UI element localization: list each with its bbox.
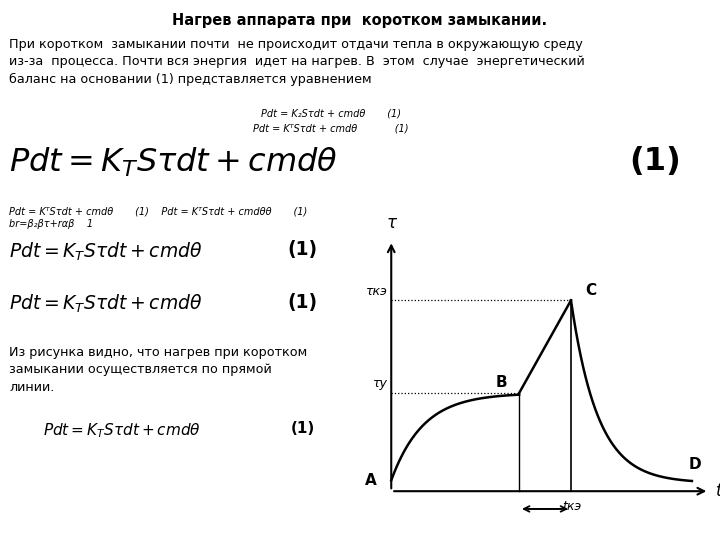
Text: При коротком  замыкании почти  не происходит отдачи тепла в окружающую среду
из-: При коротком замыкании почти не происход… (9, 38, 585, 86)
Text: Pdt = KᵀSτdt + cmdθ       (1)    Pdt = KᵀSτdt + cmdθθ       (1): Pdt = KᵀSτdt + cmdθ (1) Pdt = KᵀSτdt + c… (9, 207, 307, 217)
Text: τ: τ (386, 214, 396, 232)
Text: τу: τу (373, 377, 388, 390)
Text: C: C (585, 282, 596, 298)
Text: (1): (1) (290, 421, 315, 436)
Text: D: D (688, 457, 701, 472)
Text: $Pdt = K_T S\tau dt + cmd\theta$: $Pdt = K_T S\tau dt + cmd\theta$ (9, 293, 203, 315)
Text: (1): (1) (287, 293, 318, 312)
Text: τкэ: τкэ (366, 285, 388, 298)
Text: Из рисунка видно, что нагрев при коротком
замыкании осуществляется по прямой
лин: Из рисунка видно, что нагрев при коротко… (9, 346, 307, 394)
Text: br=β₂βτ+rαβ    1: br=β₂βτ+rαβ 1 (9, 219, 94, 230)
Text: $Pdt = K_T S\tau dt + cmd\theta$: $Pdt = K_T S\tau dt + cmd\theta$ (43, 421, 201, 440)
Text: (1): (1) (629, 146, 681, 177)
Text: tкэ: tкэ (562, 500, 582, 512)
Text: A: A (364, 473, 377, 488)
Text: $Pdt = K_T S\tau dt + cmd\theta$: $Pdt = K_T S\tau dt + cmd\theta$ (9, 146, 338, 179)
Text: t: t (716, 482, 720, 500)
Text: B: B (496, 375, 508, 390)
Text: Pdt = K₂Sτdt + cmdθ       (1): Pdt = K₂Sτdt + cmdθ (1) (261, 108, 401, 118)
Text: $Pdt = K_T S\tau dt + cmd\theta$: $Pdt = K_T S\tau dt + cmd\theta$ (9, 240, 203, 262)
Text: Pdt = KᵀSτdt + cmdθ            (1): Pdt = KᵀSτdt + cmdθ (1) (253, 123, 409, 133)
Text: Нагрев аппарата при  коротком замыкании.: Нагрев аппарата при коротком замыкании. (172, 14, 548, 29)
Text: (1): (1) (287, 240, 318, 259)
